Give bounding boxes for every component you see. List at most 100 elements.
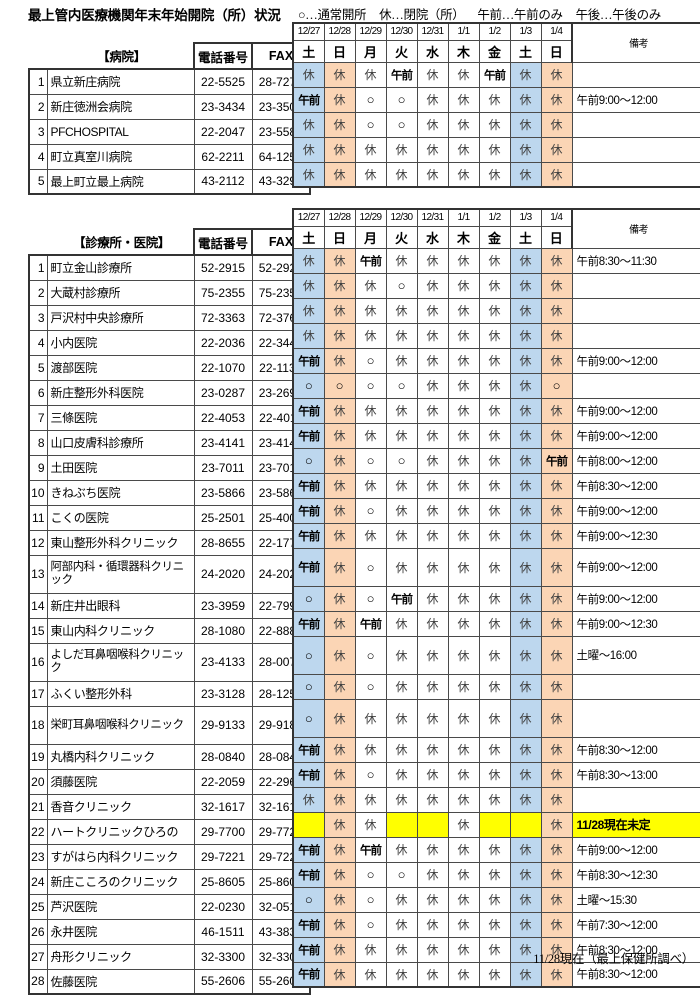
table-row: 1 県立新庄病院 22-5525 28-7277 xyxy=(28,68,311,95)
clinic-remark-cell: 午前8:30〜11:30 xyxy=(571,247,700,274)
table-row: 午前休休休休休休休休午前8:30〜12:00 xyxy=(292,936,700,963)
hospital-info-header-row: 【病院】 電話番号 FAX xyxy=(29,42,311,70)
clinic-status-cell: 休 xyxy=(509,522,542,549)
hospital-dow-header: 金 xyxy=(478,39,511,63)
clinic-remark-cell: 午前9:00〜12:30 xyxy=(571,522,700,549)
table-row: 4 小内医院 22-2036 22-3444 xyxy=(28,329,311,356)
clinic-status-cell: 休 xyxy=(323,422,356,449)
clinic-remark-cell: 土曜〜16:00 xyxy=(571,635,700,675)
clinic-status-cell: 休 xyxy=(416,497,449,524)
hospital-section-blank xyxy=(29,43,47,69)
clinic-status-cell: ○ xyxy=(385,447,418,474)
clinic-status-cell: 休 xyxy=(416,610,449,637)
clinic-status-cell: 休 xyxy=(416,247,449,274)
clinic-status-cell: 休 xyxy=(416,397,449,424)
clinic-remark-cell: 11/28現在未定 xyxy=(571,811,700,838)
clinic-remark-cell: 午前8:30〜13:00 xyxy=(571,761,700,788)
clinic-status-cell: 休 xyxy=(416,547,449,587)
table-row: 3 PFCHOSPITAL 22-2047 23-5586 xyxy=(28,118,311,145)
clinic-status-cell: 休 xyxy=(354,397,387,424)
hospital-dow-header: 日 xyxy=(540,39,573,63)
clinic-status-cell: 休 xyxy=(416,272,449,299)
table-row: 5 渡部医院 22-1070 22-1132 xyxy=(28,354,311,381)
clinic-status-cell: 休 xyxy=(385,610,418,637)
clinic-phone-number: 22-0230 xyxy=(193,893,253,920)
legend-item-open: ○…通常開所 xyxy=(298,8,367,22)
clinic-remark-cell: 午前9:00〜12:00 xyxy=(571,585,700,612)
table-row: 午前休 ○ 休休休休休休午前9:00〜12:00 xyxy=(292,547,700,587)
clinic-status-cell: 休 xyxy=(323,347,356,374)
clinic-status-cell: 休 xyxy=(385,522,418,549)
clinic-status-cell: 休 xyxy=(416,322,449,349)
table-row: 17 ふくい整形外科 23-3128 28-1255 xyxy=(28,680,311,707)
clinic-status-cell: 休 xyxy=(323,522,356,549)
hospital-status-cell: 休 xyxy=(509,161,542,188)
hospital-row-number: 4 xyxy=(28,143,48,170)
hospital-date-header: 12/28 xyxy=(323,22,356,41)
clinic-status-cell: 休 xyxy=(509,297,542,324)
clinic-phone-number: 52-2915 xyxy=(193,254,253,281)
table-row: 休休休休休休休休休 xyxy=(292,136,700,163)
clinic-status-cell: 休 xyxy=(478,861,511,888)
clinic-status-cell: 午前 xyxy=(292,472,325,499)
clinic-status-cell: 休 xyxy=(323,698,356,738)
clinic-status-cell: 休 xyxy=(540,698,573,738)
hospital-status-cell: 休 xyxy=(416,86,449,113)
clinic-status-cell: 休 xyxy=(323,247,356,274)
table-row: 12 東山整形外科クリニック 28-8655 22-1777 xyxy=(28,529,311,556)
hospital-date-header: 12/31 xyxy=(416,22,449,41)
clinic-status-cell: 休 xyxy=(478,547,511,587)
clinic-status-cell: 休 xyxy=(447,610,480,637)
clinic-status-cell: 休 xyxy=(478,322,511,349)
clinic-status-cell: 休 xyxy=(478,761,511,788)
clinic-status-cell: 休 xyxy=(385,936,418,963)
table-row: 20 須藤医院 22-2059 22-2965 xyxy=(28,768,311,795)
clinic-status-cell: ○ xyxy=(292,372,325,399)
clinic-status-cell: 休 xyxy=(416,522,449,549)
clinic-status-cell: 休 xyxy=(323,397,356,424)
clinic-status-cell: 休 xyxy=(509,272,542,299)
clinic-status-cell: 休 xyxy=(385,422,418,449)
clinic-status-cell: 休 xyxy=(354,297,387,324)
clinic-status-cell: 休 xyxy=(385,761,418,788)
clinic-status-cell: 休 xyxy=(540,861,573,888)
clinic-facility-name: 東山整形外科クリニック xyxy=(46,529,195,556)
clinic-status-cell: 休 xyxy=(540,522,573,549)
table-row: 22 ハートクリニックひろの 29-7700 29-7727 xyxy=(28,818,311,845)
clinic-status-cell: 休 xyxy=(540,786,573,813)
clinic-status-cell: 休 xyxy=(478,247,511,274)
clinic-status-cell: 休 xyxy=(323,322,356,349)
hospital-date-header: 1/1 xyxy=(447,22,480,41)
clinic-phone-number: 32-1617 xyxy=(193,793,253,820)
clinic-info-table: 【診療所・医院】 電話番号 FAX 1 町立金山診療所 52-2915 52-2928 2 大蔵… xyxy=(28,228,311,995)
clinic-phone-number: 72-3363 xyxy=(193,304,253,331)
clinic-status-cell xyxy=(509,811,542,838)
clinic-facility-name: 舟形クリニック xyxy=(46,943,195,970)
clinic-status-cell xyxy=(292,811,325,838)
clinic-status-cell: 休 xyxy=(540,547,573,587)
legend-item-morning: 午前…午前のみ xyxy=(477,8,563,22)
clinic-status-cell: ○ xyxy=(385,861,418,888)
table-row: 休休休休休休休休休 xyxy=(292,322,700,349)
clinic-phone-number: 22-2059 xyxy=(193,768,253,795)
clinic-status-cell: 休 xyxy=(323,447,356,474)
clinic-status-cell: 休 xyxy=(447,698,480,738)
table-row: 16 よしだ耳鼻咽喉科クリニック 23-4133 28-0078 xyxy=(28,642,311,682)
clinic-remark-cell: 午前9:00〜12:00 xyxy=(571,497,700,524)
clinic-status-cell: 休 xyxy=(540,811,573,838)
clinic-phone-number: 32-3300 xyxy=(193,943,253,970)
clinic-remark-cell: 午前8:30〜12:00 xyxy=(571,936,700,963)
hospital-status-cell: 休 xyxy=(292,161,325,188)
clinic-status-cell: 休 xyxy=(323,635,356,675)
clinic-facility-name: 須藤医院 xyxy=(46,768,195,795)
clinic-status-cell: 休 xyxy=(447,372,480,399)
clinic-status-cell: 休 xyxy=(509,610,542,637)
clinic-status-cell: 休 xyxy=(323,836,356,863)
clinic-status-cell: 休 xyxy=(323,936,356,963)
clinic-status-cell: 午前 xyxy=(540,447,573,474)
clinic-status-cell: 休 xyxy=(385,886,418,913)
hospital-status-cell: 休 xyxy=(323,136,356,163)
clinic-status-cell: ○ xyxy=(292,635,325,675)
clinic-row-number: 6 xyxy=(28,379,48,406)
clinic-status-cell: 休 xyxy=(540,397,573,424)
